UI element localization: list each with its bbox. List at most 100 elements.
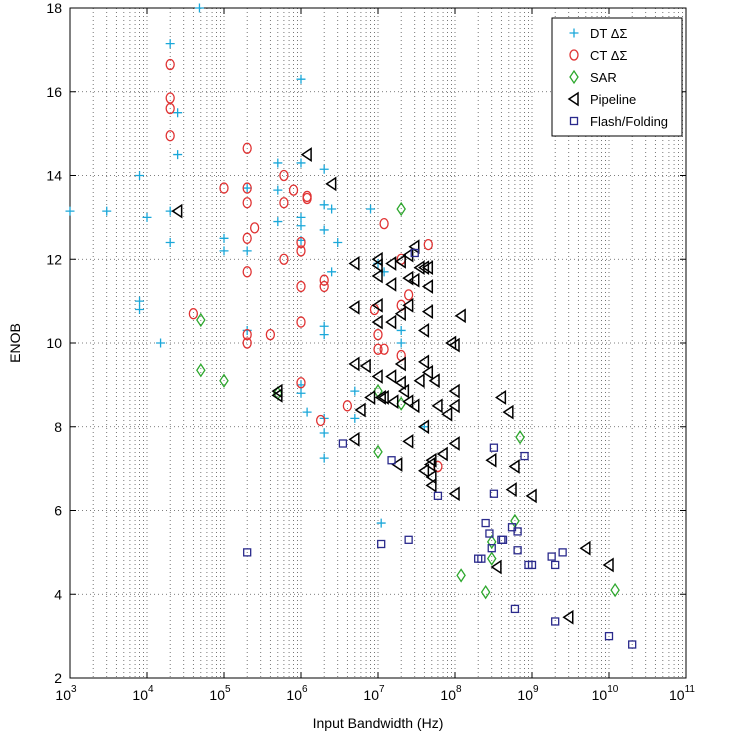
data-point-plus bbox=[156, 338, 166, 348]
data-point-square bbox=[477, 554, 486, 563]
data-point-triangle-left bbox=[418, 260, 430, 276]
legend-label: Flash/Folding bbox=[590, 114, 668, 129]
data-point-triangle-left bbox=[394, 375, 406, 391]
data-point-plus bbox=[396, 325, 406, 335]
data-point-diamond bbox=[610, 582, 620, 598]
data-point-square bbox=[487, 544, 496, 553]
y-axis-label: ENOB bbox=[7, 323, 23, 363]
data-point-triangle-left bbox=[413, 373, 425, 389]
data-point-plus bbox=[142, 212, 152, 222]
data-point-triangle-left bbox=[490, 559, 502, 575]
data-point-triangle-left bbox=[421, 260, 434, 276]
data-point-square bbox=[513, 546, 522, 555]
data-point-square bbox=[410, 248, 419, 258]
data-point-square bbox=[387, 456, 396, 465]
data-point-circle bbox=[379, 218, 389, 230]
y-tick-label: 8 bbox=[54, 419, 62, 435]
data-point-triangle-left bbox=[448, 436, 460, 451]
data-point-circle bbox=[316, 414, 326, 427]
data-points bbox=[65, 3, 637, 649]
data-point-diamond bbox=[486, 534, 497, 550]
data-point-plus bbox=[350, 386, 360, 396]
data-point-triangle-left bbox=[425, 477, 437, 493]
data-point-triangle-left bbox=[425, 469, 437, 485]
data-point-triangle-left bbox=[425, 452, 437, 468]
data-point-triangle-left bbox=[602, 557, 614, 573]
data-point-circle bbox=[242, 232, 252, 244]
data-point-circle bbox=[373, 343, 383, 355]
data-point-diamond bbox=[515, 430, 525, 445]
data-point-circle bbox=[296, 377, 306, 389]
data-point-plus bbox=[135, 171, 145, 180]
data-point-plus bbox=[296, 158, 306, 168]
data-point-plus bbox=[135, 305, 145, 314]
x-tick-label: 108 bbox=[440, 684, 462, 703]
data-point-circle bbox=[296, 236, 306, 249]
y-tick-label: 10 bbox=[46, 335, 62, 351]
data-point-triangle-left bbox=[348, 356, 360, 372]
data-point-triangle-left bbox=[374, 390, 386, 405]
x-tick-label: 109 bbox=[517, 684, 539, 703]
data-point-circle bbox=[319, 280, 329, 293]
data-point-triangle-left bbox=[495, 390, 507, 405]
legend-marker-circle bbox=[569, 49, 579, 61]
legend-marker-plus bbox=[569, 28, 579, 38]
data-point-circle bbox=[165, 58, 175, 71]
data-point-triangle-left bbox=[505, 482, 517, 497]
data-point-triangle-left bbox=[421, 279, 434, 294]
data-point-plus bbox=[396, 338, 406, 348]
data-point-circle bbox=[165, 130, 175, 142]
legend-marker-diamond bbox=[569, 69, 579, 85]
data-point-plus bbox=[319, 453, 329, 463]
data-point-triangle-left bbox=[371, 268, 383, 284]
data-point-triangle-left bbox=[371, 258, 383, 273]
data-point-plus bbox=[242, 325, 252, 335]
data-point-plus bbox=[273, 217, 283, 227]
data-point-diamond bbox=[480, 584, 491, 600]
data-point-plus bbox=[319, 200, 329, 210]
data-point-plus bbox=[319, 428, 329, 438]
data-point-triangle-left bbox=[364, 390, 376, 405]
data-point-triangle-left bbox=[371, 314, 383, 330]
data-point-circle bbox=[242, 266, 252, 278]
data-point-square bbox=[628, 640, 637, 649]
y-tick-label: 6 bbox=[54, 503, 62, 519]
data-point-plus bbox=[366, 204, 376, 214]
axis-ticks: 103 104 105 106 107 108 109 1010 1011 2 4 6 8 10 12 14 1… bbox=[46, 0, 695, 703]
data-point-triangle-left bbox=[348, 431, 360, 447]
data-point-circle bbox=[165, 102, 175, 115]
data-point-circle bbox=[296, 280, 306, 293]
data-point-triangle-left bbox=[394, 356, 406, 372]
data-point-circle bbox=[242, 182, 252, 194]
data-point-triangle-left bbox=[354, 402, 366, 418]
data-point-plus bbox=[173, 150, 183, 160]
x-tick-label: 1010 bbox=[592, 684, 619, 703]
data-point-triangle-left bbox=[448, 486, 460, 502]
data-point-triangle-left bbox=[448, 398, 460, 414]
data-point-triangle-left bbox=[402, 247, 414, 263]
data-point-diamond bbox=[486, 551, 497, 566]
data-point-circle bbox=[302, 192, 312, 205]
data-point-plus bbox=[376, 518, 386, 528]
data-point-plus bbox=[65, 206, 75, 216]
data-point-plus bbox=[219, 233, 229, 243]
data-point-triangle-left bbox=[394, 253, 406, 269]
data-point-plus bbox=[135, 296, 145, 306]
data-point-plus bbox=[319, 330, 329, 340]
data-point-diamond bbox=[456, 568, 466, 583]
data-point-circle bbox=[379, 343, 389, 355]
data-point-square bbox=[485, 529, 494, 538]
data-point-triangle-left bbox=[394, 306, 406, 322]
data-point-triangle-left bbox=[271, 387, 283, 403]
data-point-triangle-left bbox=[348, 300, 360, 315]
data-point-triangle-left bbox=[454, 308, 466, 324]
data-point-square bbox=[489, 489, 499, 498]
data-point-triangle-left bbox=[385, 369, 397, 384]
data-point-triangle-left bbox=[402, 394, 414, 410]
data-point-plus bbox=[296, 212, 306, 222]
data-point-plus bbox=[165, 39, 175, 49]
data-point-plus bbox=[319, 225, 329, 235]
data-point-circle bbox=[242, 337, 252, 349]
data-point-triangle-left bbox=[385, 276, 397, 292]
data-point-triangle-left bbox=[385, 256, 397, 271]
